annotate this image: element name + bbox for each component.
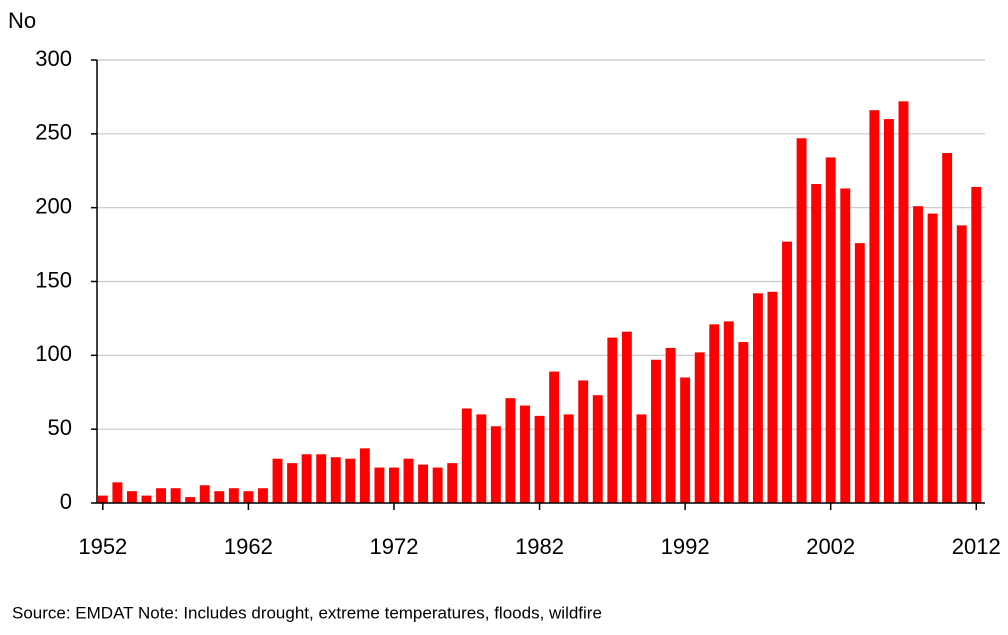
bar [170, 488, 181, 503]
bar [825, 157, 836, 503]
bar [126, 491, 137, 503]
bar [942, 153, 953, 503]
bar [592, 395, 603, 503]
bar [461, 408, 472, 503]
bar [913, 206, 923, 503]
bar [243, 491, 254, 503]
bar [316, 454, 327, 503]
bar [971, 186, 982, 503]
bar [709, 324, 720, 503]
bar [869, 110, 880, 503]
bar [723, 321, 734, 503]
bar [97, 495, 108, 503]
x-tick-label: 2002 [806, 534, 855, 559]
bar [199, 485, 210, 503]
bar [680, 377, 691, 503]
bar [796, 138, 807, 503]
x-tick-label: 1972 [369, 534, 418, 559]
bar [505, 398, 516, 503]
bar [287, 463, 298, 503]
bar [258, 488, 268, 503]
bar [389, 467, 399, 503]
bar [330, 457, 341, 503]
bar [534, 415, 545, 503]
y-tick-label: 100 [35, 341, 72, 366]
bar [898, 101, 909, 503]
bar [345, 458, 356, 503]
bar [418, 464, 429, 503]
y-tick-label: 200 [35, 193, 72, 218]
bar [563, 414, 574, 503]
y-tick-label: 150 [35, 267, 72, 292]
bar [738, 342, 749, 503]
source-note: Source: EMDAT Note: Includes drought, ex… [12, 603, 602, 622]
bar [214, 491, 225, 503]
bar [782, 241, 792, 503]
bar [651, 359, 661, 503]
x-tick-label: 1952 [78, 534, 127, 559]
bar [694, 352, 705, 503]
bar [621, 331, 632, 503]
bar [374, 467, 385, 503]
x-tick-label: 1982 [515, 534, 564, 559]
bar [447, 463, 458, 503]
bar [607, 337, 618, 503]
y-tick-label: 50 [48, 415, 72, 440]
bar [185, 497, 196, 503]
bar [927, 213, 938, 503]
bar [476, 414, 487, 503]
bar [156, 488, 167, 503]
y-tick-label: 0 [60, 489, 72, 514]
bar [301, 454, 312, 503]
y-tick-label: 300 [35, 46, 72, 71]
bar [112, 482, 123, 503]
bar [578, 380, 589, 503]
bar [359, 448, 370, 503]
y-tick-label: 250 [35, 120, 72, 145]
y-axis-label: No [8, 8, 36, 33]
x-tick-label: 1962 [224, 534, 273, 559]
bar [854, 243, 865, 503]
bar [636, 414, 647, 503]
bar [403, 458, 414, 503]
bar [665, 347, 676, 503]
bar [840, 188, 851, 503]
x-tick-label: 2012 [952, 534, 1001, 559]
bar [883, 119, 894, 504]
bar [549, 371, 560, 503]
bar [141, 495, 152, 503]
bar [520, 405, 530, 503]
bar [228, 488, 239, 503]
bar [767, 291, 778, 503]
bar [811, 184, 822, 504]
bar [432, 467, 443, 503]
bar [272, 458, 283, 503]
bar [752, 293, 763, 503]
bar [956, 225, 967, 504]
x-tick-label: 1992 [661, 534, 710, 559]
bar [490, 426, 501, 503]
